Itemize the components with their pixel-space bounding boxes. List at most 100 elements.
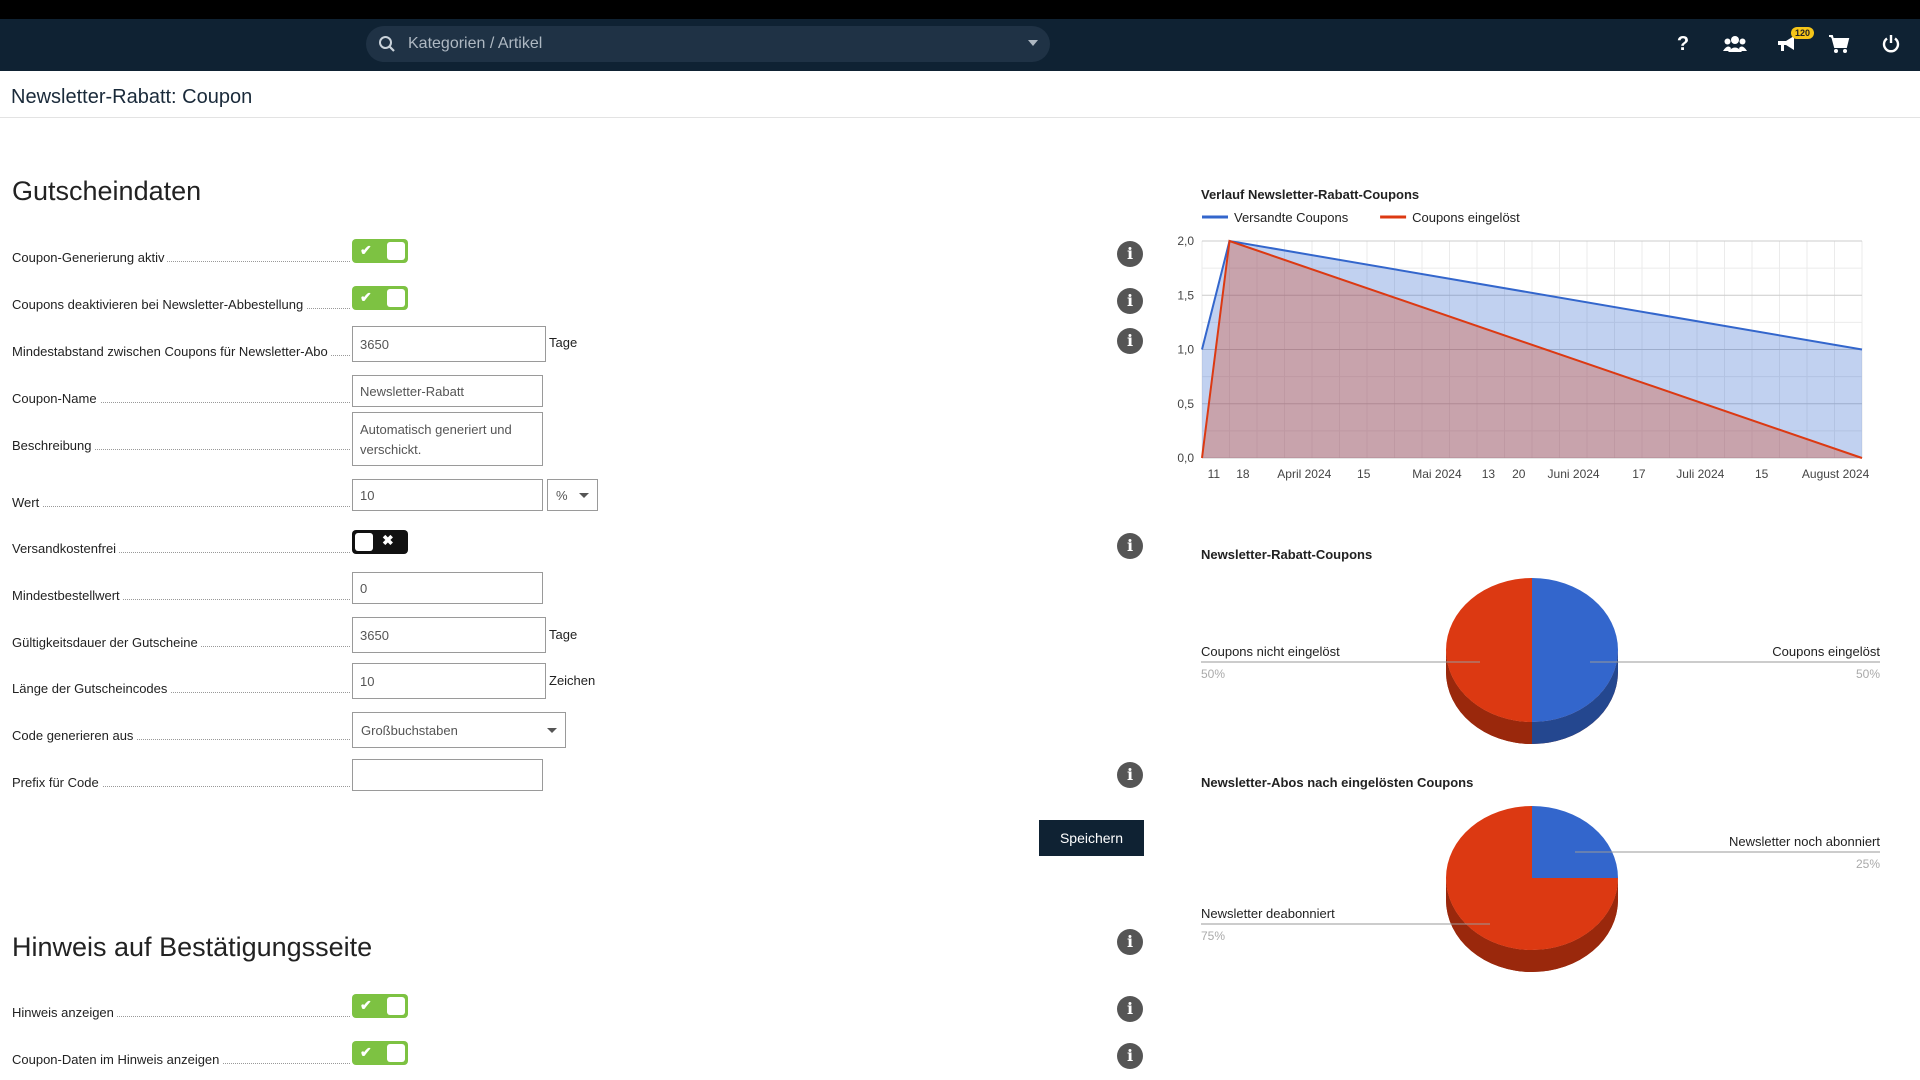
chevron-down-icon: [547, 728, 557, 733]
info-icon[interactable]: i: [1117, 762, 1143, 788]
label-show-coupon-data: Coupon-Daten im Hinweis anzeigen: [12, 1052, 350, 1067]
info-icon[interactable]: i: [1117, 241, 1143, 267]
label-code-length: Länge der Gutscheincodes: [12, 681, 350, 696]
x-tick-label: Mai 2024: [1412, 467, 1462, 481]
chart-title-line: Verlauf Newsletter-Rabatt-Coupons: [1201, 187, 1420, 202]
legend-label-0: Versandte Coupons: [1234, 210, 1349, 225]
min-distance-unit: Tage: [549, 335, 578, 350]
toggle-show-hint[interactable]: ✔: [352, 994, 408, 1018]
info-icon[interactable]: i: [1117, 996, 1143, 1022]
toggle-coupon-generation[interactable]: ✔: [352, 239, 408, 263]
pie-slice-0: [1532, 806, 1618, 878]
code-length-unit: Zeichen: [549, 673, 596, 688]
search-icon: [379, 36, 395, 52]
info-icon[interactable]: i: [1117, 533, 1143, 559]
pie-percent-1: 50%: [1201, 667, 1225, 681]
x-tick-label: 20: [1512, 467, 1526, 481]
users-icon[interactable]: [1720, 29, 1750, 59]
description-textarea[interactable]: Automatisch generiert und verschickt.: [352, 412, 543, 466]
y-tick-label: 2,0: [1177, 234, 1194, 248]
x-tick-label: Juni 2024: [1548, 467, 1600, 481]
pie-slice-1: [1446, 806, 1618, 950]
toggle-show-coupon-data[interactable]: ✔: [352, 1041, 408, 1065]
pie-chart-coupons: Coupons eingelöst 50% Coupons nicht eingel…: [1201, 578, 1880, 744]
code-chars-select[interactable]: Großbuchstaben: [352, 712, 566, 748]
pie-percent-0: 25%: [1856, 857, 1880, 871]
top-navbar: ? 120: [0, 0, 1920, 71]
label-free-shipping: Versandkostenfrei: [12, 541, 350, 556]
series-line-1: [1201, 239, 1863, 459]
info-icon[interactable]: i: [1117, 288, 1143, 314]
check-icon: ✔: [360, 289, 372, 305]
label-min-distance: Mindestabstand zwischen Coupons für News…: [12, 344, 350, 359]
code-chars-selected: Großbuchstaben: [361, 722, 458, 738]
label-show-hint: Hinweis anzeigen: [12, 1005, 350, 1020]
label-validity: Gültigkeitsdauer der Gutscheine: [12, 635, 350, 650]
pie-label-1: Coupons nicht eingelöst: [1201, 644, 1340, 659]
pie-slice-0: [1532, 578, 1618, 722]
info-icon[interactable]: i: [1117, 1043, 1143, 1069]
check-icon: ✔: [360, 1044, 372, 1060]
x-tick-label: 17: [1632, 467, 1646, 481]
label-prefix: Prefix für Code: [12, 775, 350, 790]
help-icon[interactable]: ?: [1676, 32, 1690, 55]
value-input[interactable]: [352, 479, 543, 511]
info-icon[interactable]: i: [1117, 328, 1143, 354]
label-coupon-name: Coupon-Name: [12, 391, 350, 406]
section-title-gutscheindaten: Gutscheindaten: [12, 176, 202, 206]
search-bar[interactable]: [366, 26, 1050, 62]
area-chart: Versandte Coupons Coupons eingelöst 0,0 0,5…: [1177, 210, 1870, 481]
check-icon: ✔: [360, 997, 372, 1013]
x-tick-label: August 2024: [1802, 467, 1870, 481]
series-area-0: [1202, 241, 1862, 458]
code-length-input[interactable]: [352, 663, 546, 699]
chevron-down-icon[interactable]: [1026, 36, 1040, 50]
label-min-order: Mindestbestellwert: [12, 588, 350, 603]
close-icon: ✖: [382, 532, 394, 548]
info-icon[interactable]: i: [1117, 929, 1143, 955]
y-tick-label: 1,5: [1177, 288, 1194, 302]
label-deactivate-on-unsubscribe: Coupons deaktivieren bei Newsletter-Abbe…: [12, 297, 350, 312]
notification-badge: 120: [1791, 27, 1815, 39]
pie-slice-1: [1446, 578, 1532, 722]
prefix-input[interactable]: [352, 759, 543, 791]
chart-title-pie1: Newsletter-Rabatt-Coupons: [1201, 547, 1373, 562]
pie-label-0: Newsletter noch abonniert: [1729, 834, 1880, 849]
label-coupon-generation: Coupon-Generierung aktiv: [12, 250, 350, 265]
validity-input[interactable]: [352, 617, 546, 653]
coupon-name-input[interactable]: [352, 375, 543, 407]
x-tick-label: 18: [1236, 467, 1250, 481]
page-header: Newsletter-Rabatt: Coupon: [0, 71, 1920, 118]
series-area-1: [1202, 241, 1862, 458]
x-tick-label: 11: [1208, 467, 1221, 481]
pie-depth-slice-1: [1446, 878, 1618, 972]
y-tick-label: 0,5: [1177, 397, 1194, 411]
section-title-hinweis: Hinweis auf Bestätigungsseite: [12, 932, 373, 962]
pie-depth-slice-0: [1532, 650, 1618, 744]
label-description: Beschreibung: [12, 438, 350, 453]
save-button[interactable]: Speichern: [1039, 820, 1144, 856]
x-tick-label: 13: [1482, 467, 1496, 481]
toggle-deactivate-on-unsubscribe[interactable]: ✔: [352, 286, 408, 310]
x-tick-label: 15: [1357, 467, 1371, 481]
page-title: Newsletter-Rabatt: Coupon: [11, 86, 253, 108]
pie-label-0: Coupons eingelöst: [1772, 644, 1880, 659]
pie-depth-slice-1: [1446, 650, 1532, 744]
label-code-chars: Code generieren aus: [12, 728, 350, 743]
check-icon: ✔: [360, 242, 372, 258]
pie-percent-0: 50%: [1856, 667, 1880, 681]
megaphone-icon[interactable]: [1772, 29, 1802, 59]
min-distance-input[interactable]: [352, 326, 546, 362]
y-tick-label: 0,0: [1177, 451, 1194, 465]
power-icon[interactable]: [1876, 29, 1906, 59]
x-tick-label: Juli 2024: [1676, 467, 1724, 481]
pie-chart-subscriptions: Newsletter noch abonniert 25% Newsletter d…: [1201, 806, 1880, 972]
cart-icon[interactable]: [1824, 29, 1854, 59]
min-order-input[interactable]: [352, 572, 543, 604]
label-value: Wert: [12, 495, 350, 510]
toggle-free-shipping[interactable]: ✖: [352, 530, 408, 554]
value-type-select[interactable]: %: [547, 479, 598, 511]
search-input[interactable]: [408, 26, 988, 62]
legend-label-1: Coupons eingelöst: [1412, 210, 1520, 225]
validity-unit: Tage: [549, 627, 578, 642]
